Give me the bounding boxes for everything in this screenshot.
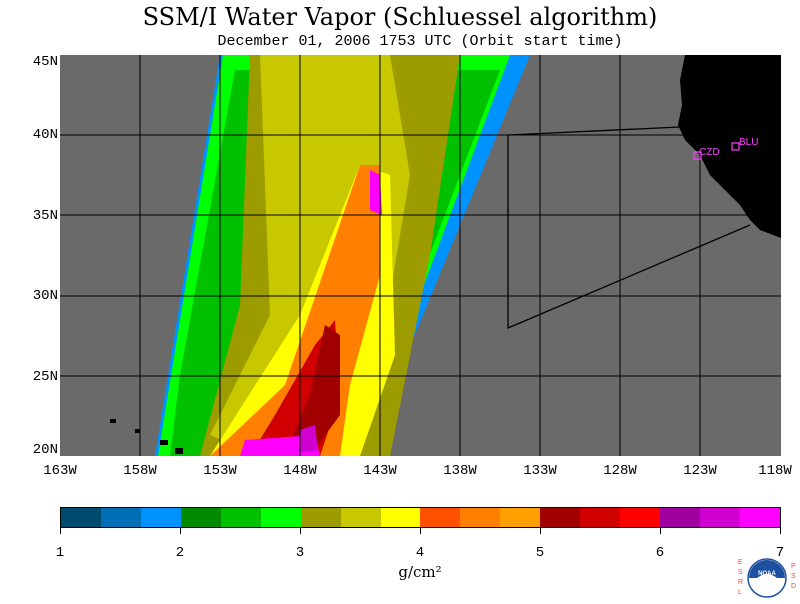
lat-label-40n: 40N	[32, 127, 58, 143]
map-title: SSM/I Water Vapor (Schluessel algorithm)	[142, 3, 658, 31]
lon-label-138w: 138W	[443, 463, 477, 479]
colorbar-swatch-5	[220, 508, 261, 527]
swath-band-darkred	[285, 325, 340, 456]
lat-label-25n: 25N	[32, 369, 58, 385]
land-california	[678, 55, 781, 238]
colorbar-label-5: 5	[535, 545, 545, 561]
colorbar-swatch-12	[500, 508, 541, 527]
lat-label-45n: 45N	[32, 54, 58, 70]
colorbar-tick	[780, 528, 781, 534]
esrl-letter: L	[738, 589, 742, 596]
esrl-letter: R	[738, 579, 743, 586]
colorbar-unit: g/cm²	[398, 563, 442, 581]
colorbar-swatch-6	[260, 508, 301, 527]
land-hawaii-2	[135, 429, 140, 433]
swath-band-magenta-north	[370, 170, 382, 215]
colorbar-label-4: 4	[415, 545, 425, 561]
colorbar-swatch-16	[660, 508, 700, 527]
map-subtitle: December 01, 2006 1753 UTC (Orbit start …	[217, 33, 623, 50]
land-hawaii-4	[175, 448, 183, 454]
lon-label-158w: 158W	[123, 463, 157, 479]
lon-label-128w: 128W	[603, 463, 637, 479]
colorbar-label-6: 6	[655, 545, 665, 561]
colorbar-swatch-9	[380, 508, 421, 527]
station-marker-czd	[693, 151, 702, 160]
lat-label-35n: 35N	[32, 208, 58, 224]
region-boundary	[507, 126, 751, 329]
colorbar-tick	[660, 528, 661, 534]
colorbar-tick	[420, 528, 421, 534]
colorbar-swatch-14	[580, 508, 621, 527]
colorbar-swatch-10	[420, 508, 461, 527]
swath-band-purple	[300, 425, 318, 453]
lon-label-163w: 163W	[43, 463, 77, 479]
lon-label-143w: 143W	[363, 463, 397, 479]
lon-label-118w: 118W	[758, 463, 792, 479]
esrl-letter: E	[738, 559, 743, 566]
psd-letter: S	[791, 573, 796, 580]
map-canvas	[60, 55, 781, 456]
colorbar-swatch-8	[340, 508, 381, 527]
noaa-bird-icon	[753, 574, 781, 582]
psd-letter: P	[791, 563, 796, 570]
colorbar-label-7: 7	[775, 545, 785, 561]
noaa-logo: E S R L P S D NOAA	[736, 556, 798, 600]
colorbar	[60, 507, 781, 528]
colorbar-label-3: 3	[295, 545, 305, 561]
colorbar-swatch-1	[61, 508, 101, 527]
station-label-czd: CZD	[699, 147, 720, 158]
noaa-text: NOAA	[758, 571, 776, 577]
psd-letter: D	[791, 583, 796, 590]
colorbar-swatch-3	[140, 508, 181, 527]
colorbar-swatch-13	[540, 508, 581, 527]
colorbar-tick	[540, 528, 541, 534]
station-marker-blu	[731, 142, 740, 151]
station-label-blu: BLU	[739, 137, 759, 148]
land-hawaii-3	[160, 440, 168, 445]
land-hawaii-1	[110, 419, 116, 423]
colorbar-swatch-4	[180, 508, 221, 527]
colorbar-swatch-18	[739, 508, 780, 527]
lat-label-20n: 20N	[32, 442, 58, 458]
colorbar-swatch-7	[300, 508, 341, 527]
colorbar-label-1: 1	[55, 545, 65, 561]
colorbar-swatch-17	[700, 508, 740, 527]
lon-label-133w: 133W	[523, 463, 557, 479]
colorbar-tick	[60, 528, 61, 534]
water-vapor-map	[60, 55, 781, 456]
lat-label-30n: 30N	[32, 288, 58, 304]
lon-label-123w: 123W	[683, 463, 717, 479]
colorbar-swatch-11	[460, 508, 501, 527]
psd-text: P S D	[791, 563, 796, 590]
graticule	[60, 55, 781, 456]
colorbar-swatch-15	[620, 508, 661, 527]
noaa-emblem-sky	[749, 560, 785, 578]
colorbar-tick	[180, 528, 181, 534]
esrl-text: E S R L	[738, 559, 743, 596]
lon-label-148w: 148W	[283, 463, 317, 479]
lon-label-153w: 153W	[203, 463, 237, 479]
colorbar-tick	[300, 528, 301, 534]
esrl-letter: S	[738, 569, 743, 576]
colorbar-label-2: 2	[175, 545, 185, 561]
colorbar-swatch-2	[100, 508, 141, 527]
